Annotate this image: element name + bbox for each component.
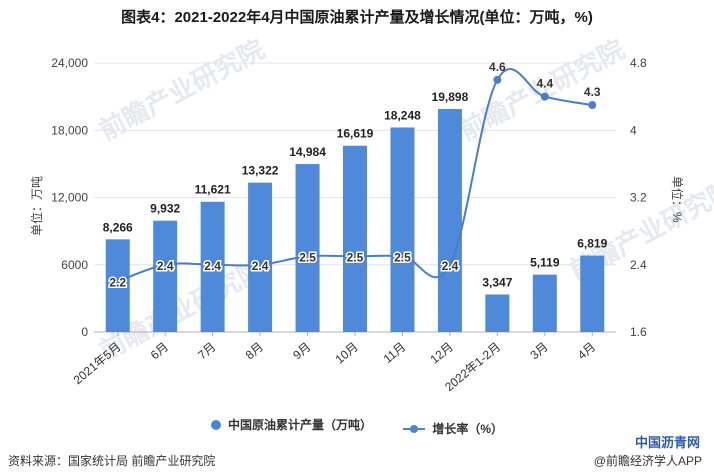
bar-value-label: 13,322 xyxy=(242,164,279,178)
growth-point xyxy=(303,252,312,261)
growth-point xyxy=(351,252,359,261)
growth-point xyxy=(445,260,454,269)
corner-logo: 中国沥青网 xyxy=(634,435,700,450)
growth-point xyxy=(113,277,122,286)
legend: 中国原油累计产量（万吨） 增长率（%） xyxy=(0,416,714,437)
legend-bar-marker xyxy=(210,419,221,430)
growth-point xyxy=(161,260,170,269)
bar xyxy=(437,108,462,332)
bar-value-label: 8,266 xyxy=(103,220,133,234)
growth-value-label: 2.4 xyxy=(252,259,269,273)
growth-value-label: 2.4 xyxy=(442,259,459,273)
y2-tick-label: 3.2 xyxy=(630,191,647,205)
growth-value-label: 2.5 xyxy=(299,250,316,264)
growth-value-label: 2.4 xyxy=(204,259,221,273)
y-tick-label: 6000 xyxy=(61,258,88,272)
growth-value-label: 4.3 xyxy=(584,85,601,99)
growth-value-label: 4.6 xyxy=(489,60,506,74)
legend-item-growth: 增长率（%） xyxy=(403,420,503,437)
legend-line-marker xyxy=(403,424,426,433)
legend-label-growth: 增长率（%） xyxy=(432,422,504,436)
x-tick-label: 11月 xyxy=(381,340,409,366)
bar xyxy=(295,164,320,332)
source-note: 资料来源：国家统计局 前瞻产业研究院 xyxy=(8,454,216,468)
x-tick-label: 12月 xyxy=(427,340,455,367)
x-tick-label: 4月 xyxy=(575,340,598,363)
bar-value-label: 14,984 xyxy=(289,145,326,159)
x-tick-label: 10月 xyxy=(333,340,361,367)
growth-point xyxy=(540,92,549,101)
bar xyxy=(485,294,510,332)
x-tick-label: 8月 xyxy=(243,340,266,363)
growth-line xyxy=(117,68,593,283)
growth-value-label: 2.5 xyxy=(347,250,364,264)
bar-value-label: 16,619 xyxy=(337,127,374,141)
bar xyxy=(248,182,273,332)
y-tick-label: 12,000 xyxy=(51,191,88,205)
bar xyxy=(105,239,130,332)
y2-tick-label: 4 xyxy=(630,123,637,137)
brand-note: @前瞻经济学人APP xyxy=(593,454,702,468)
bar-value-label: 5,119 xyxy=(530,256,560,270)
x-tick-label: 2021年5月 xyxy=(71,340,124,388)
bar xyxy=(343,145,367,332)
y-tick-label: 0 xyxy=(81,325,88,339)
growth-value-label: 2.2 xyxy=(109,276,126,290)
legend-item-production: 中国原油累计产量（万吨） xyxy=(210,416,372,433)
y2-tick-label: 4.8 xyxy=(630,56,647,70)
bar-value-label: 6,819 xyxy=(577,237,607,251)
bar-value-label: 9,932 xyxy=(150,202,180,216)
growth-point xyxy=(493,75,502,84)
right-axis-title: 单位：% xyxy=(670,176,684,223)
growth-point xyxy=(256,260,265,269)
growth-value-label: 2.5 xyxy=(394,250,411,264)
bar xyxy=(153,220,178,332)
x-tick-label: 9月 xyxy=(290,340,313,363)
growth-point xyxy=(398,252,407,261)
bar-value-label: 3,347 xyxy=(482,275,512,289)
bar xyxy=(532,274,557,332)
x-tick-label: 7月 xyxy=(195,340,218,363)
growth-point xyxy=(208,260,217,269)
bar-value-label: 11,621 xyxy=(195,183,231,197)
bar xyxy=(390,127,415,332)
bar xyxy=(580,255,605,332)
y-tick-label: 24,000 xyxy=(51,56,88,70)
growth-value-label: 4.4 xyxy=(536,77,553,91)
y2-tick-label: 1.6 xyxy=(630,325,647,339)
x-tick-label: 3月 xyxy=(527,340,550,363)
growth-point xyxy=(588,101,597,110)
growth-value-label: 2.4 xyxy=(157,259,174,273)
y2-tick-label: 2.4 xyxy=(630,258,647,272)
legend-label-production: 中国原油累计产量（万吨） xyxy=(227,418,372,432)
page-title: 图表4：2021-2022年4月中国原油累计产量及增长情况(单位：万吨，%) xyxy=(121,9,593,26)
bar-value-label: 18,248 xyxy=(384,108,421,122)
x-tick-label: 6月 xyxy=(148,340,171,363)
bar-value-label: 19,898 xyxy=(432,90,469,104)
y-tick-label: 18,000 xyxy=(51,123,88,137)
left-axis-title: 单位：万吨 xyxy=(30,175,44,236)
